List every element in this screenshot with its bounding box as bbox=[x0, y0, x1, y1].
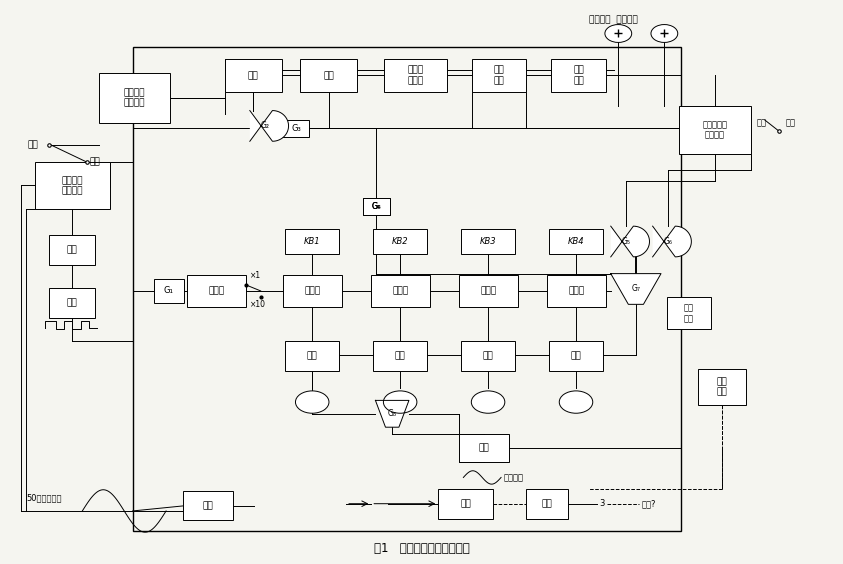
Bar bbox=[373, 341, 427, 371]
Bar bbox=[459, 275, 518, 307]
Text: 执行
机构: 执行 机构 bbox=[717, 377, 728, 396]
Circle shape bbox=[605, 25, 631, 42]
Bar bbox=[373, 229, 427, 254]
Text: 计数器: 计数器 bbox=[304, 287, 320, 296]
Text: KB3: KB3 bbox=[480, 237, 497, 246]
Text: 图1   预定计数器原理方框图: 图1 预定计数器原理方框图 bbox=[373, 543, 470, 556]
Text: 译码: 译码 bbox=[571, 351, 582, 360]
Text: G₂: G₂ bbox=[260, 121, 270, 130]
Polygon shape bbox=[250, 111, 288, 141]
Bar bbox=[283, 275, 342, 307]
Text: 反相
放大: 反相 放大 bbox=[573, 65, 584, 85]
Bar bbox=[132, 47, 681, 531]
Text: 始态引
导网络: 始态引 导网络 bbox=[407, 65, 423, 85]
Circle shape bbox=[559, 391, 593, 413]
Bar bbox=[679, 106, 750, 153]
Text: G₁: G₁ bbox=[164, 287, 174, 296]
Circle shape bbox=[471, 391, 505, 413]
Text: 计数器: 计数器 bbox=[568, 287, 584, 296]
Bar bbox=[472, 59, 526, 92]
Text: KB1: KB1 bbox=[303, 237, 320, 246]
Text: 工作: 工作 bbox=[89, 157, 99, 166]
Text: ×1: ×1 bbox=[250, 271, 261, 280]
Bar bbox=[549, 341, 604, 371]
Text: 输出信号: 输出信号 bbox=[503, 473, 524, 482]
Text: 延迟: 延迟 bbox=[323, 71, 334, 80]
Text: 电源: 电源 bbox=[202, 501, 213, 510]
Text: 工作: 工作 bbox=[756, 118, 766, 127]
Bar bbox=[285, 229, 340, 254]
Bar bbox=[362, 198, 389, 215]
Text: 校验: 校验 bbox=[28, 140, 39, 149]
Text: 主触
双稳: 主触 双稳 bbox=[494, 65, 504, 85]
Text: 手动
停止: 手动 停止 bbox=[684, 303, 694, 323]
Polygon shape bbox=[611, 226, 649, 257]
Circle shape bbox=[651, 25, 678, 42]
Text: 故障: 故障 bbox=[786, 118, 796, 127]
Polygon shape bbox=[652, 226, 691, 257]
Text: 涡轮: 涡轮 bbox=[460, 500, 471, 509]
Text: 反相: 反相 bbox=[479, 443, 490, 452]
Bar bbox=[384, 59, 447, 92]
Text: 计数器: 计数器 bbox=[393, 287, 409, 296]
Text: 选择禁止
偶合网络: 选择禁止 偶合网络 bbox=[62, 176, 83, 195]
Text: 计数器: 计数器 bbox=[208, 287, 224, 296]
Bar bbox=[183, 491, 233, 521]
Bar bbox=[551, 59, 606, 92]
Circle shape bbox=[295, 391, 329, 413]
Bar bbox=[461, 341, 515, 371]
Text: G₃: G₃ bbox=[291, 124, 301, 133]
Bar bbox=[99, 73, 170, 123]
Circle shape bbox=[384, 391, 417, 413]
Bar bbox=[153, 279, 184, 303]
Text: 流量?: 流量? bbox=[642, 499, 656, 508]
Text: 输入及灵
敏度调节: 输入及灵 敏度调节 bbox=[124, 88, 146, 107]
Bar bbox=[187, 275, 245, 307]
Text: 阀门: 阀门 bbox=[542, 500, 552, 509]
Bar bbox=[35, 162, 110, 209]
Bar bbox=[282, 120, 309, 137]
Text: G₇: G₇ bbox=[631, 284, 641, 293]
Bar bbox=[526, 488, 568, 519]
Text: G₄: G₄ bbox=[372, 202, 381, 211]
Text: G₄: G₄ bbox=[372, 202, 381, 211]
Text: 交流无触点
功率开关: 交流无触点 功率开关 bbox=[702, 120, 728, 139]
Text: G₅: G₅ bbox=[621, 237, 631, 246]
Bar bbox=[300, 59, 357, 92]
Text: ×10: ×10 bbox=[250, 300, 266, 309]
Polygon shape bbox=[611, 274, 661, 305]
Text: 整形: 整形 bbox=[67, 298, 78, 307]
Bar bbox=[459, 434, 509, 462]
Bar bbox=[461, 229, 515, 254]
Text: KB4: KB4 bbox=[567, 237, 584, 246]
Text: 起动: 起动 bbox=[248, 71, 259, 80]
Text: 译码: 译码 bbox=[483, 351, 493, 360]
Text: 50周校验信号: 50周校验信号 bbox=[26, 494, 62, 503]
Bar bbox=[549, 229, 604, 254]
Bar bbox=[547, 275, 606, 307]
Bar bbox=[362, 198, 389, 215]
Bar bbox=[698, 368, 746, 405]
Bar bbox=[49, 288, 95, 318]
Bar bbox=[667, 297, 711, 329]
Text: G₆: G₆ bbox=[663, 237, 672, 246]
Text: 计数器: 计数器 bbox=[481, 287, 497, 296]
Bar bbox=[438, 488, 492, 519]
Text: KB2: KB2 bbox=[392, 237, 409, 246]
Text: 停止指示  起动指示: 停止指示 起动指示 bbox=[589, 15, 638, 24]
Text: 译码: 译码 bbox=[395, 351, 405, 360]
Text: G₈: G₈ bbox=[388, 409, 397, 418]
Polygon shape bbox=[375, 400, 409, 427]
Bar bbox=[49, 235, 95, 265]
Bar bbox=[285, 341, 340, 371]
Text: 3: 3 bbox=[599, 499, 604, 508]
Text: G₄: G₄ bbox=[371, 202, 381, 211]
Bar bbox=[371, 275, 430, 307]
Text: 译码: 译码 bbox=[307, 351, 318, 360]
Text: 放大: 放大 bbox=[67, 245, 78, 254]
Bar bbox=[225, 59, 282, 92]
